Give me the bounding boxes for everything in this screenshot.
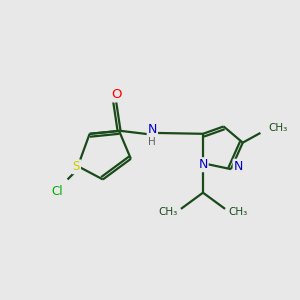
Text: O: O [111,88,122,101]
Text: N: N [234,160,243,173]
Text: CH₃: CH₃ [229,207,248,217]
Text: N: N [198,158,208,171]
Text: S: S [73,160,80,173]
Text: CH₃: CH₃ [158,207,177,217]
Text: H: H [148,137,156,147]
Text: CH₃: CH₃ [268,123,288,133]
Text: Cl: Cl [51,185,63,198]
Text: N: N [148,124,157,136]
